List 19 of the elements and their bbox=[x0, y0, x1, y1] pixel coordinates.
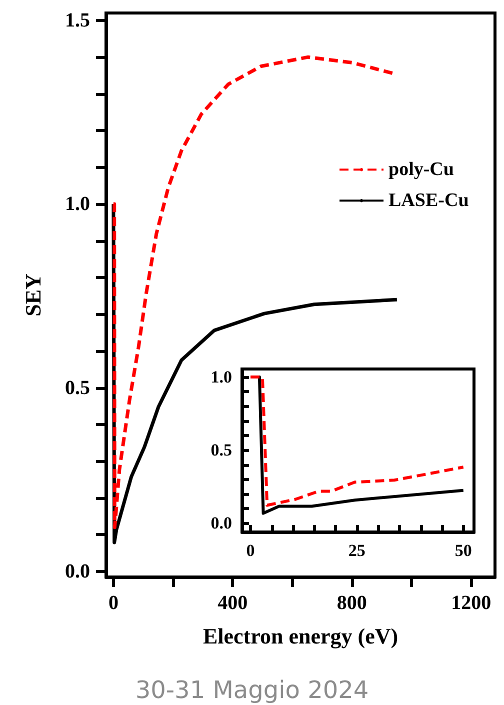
y-tick-label: 0.5 bbox=[65, 376, 90, 399]
x-tick-label: 1200 bbox=[451, 592, 492, 614]
x-tick-label: 50 bbox=[454, 541, 472, 560]
y-tick-label: 0.5 bbox=[210, 440, 232, 460]
legend-label: poly-Cu bbox=[388, 159, 454, 180]
x-tick-label: 0 bbox=[108, 592, 118, 614]
y-tick-label: 1.0 bbox=[210, 368, 232, 387]
y-tick-label: 0.0 bbox=[210, 514, 232, 533]
y-axis-title: SEY bbox=[20, 273, 46, 316]
x-tick-label: 25 bbox=[348, 541, 366, 560]
x-tick-label: 400 bbox=[218, 592, 248, 614]
legend-label: LASE-Cu bbox=[388, 190, 470, 212]
y-tick-label: 1.5 bbox=[65, 9, 90, 32]
x-tick-label: 0 bbox=[246, 541, 255, 560]
x-axis-title: Electron energy (eV) bbox=[202, 624, 398, 648]
x-tick-label: 800 bbox=[336, 592, 367, 614]
y-tick-label: 0.0 bbox=[65, 560, 90, 582]
y-tick-label: 1.0 bbox=[65, 193, 90, 216]
text: 30-31 Maggio 2024 bbox=[134, 676, 370, 704]
